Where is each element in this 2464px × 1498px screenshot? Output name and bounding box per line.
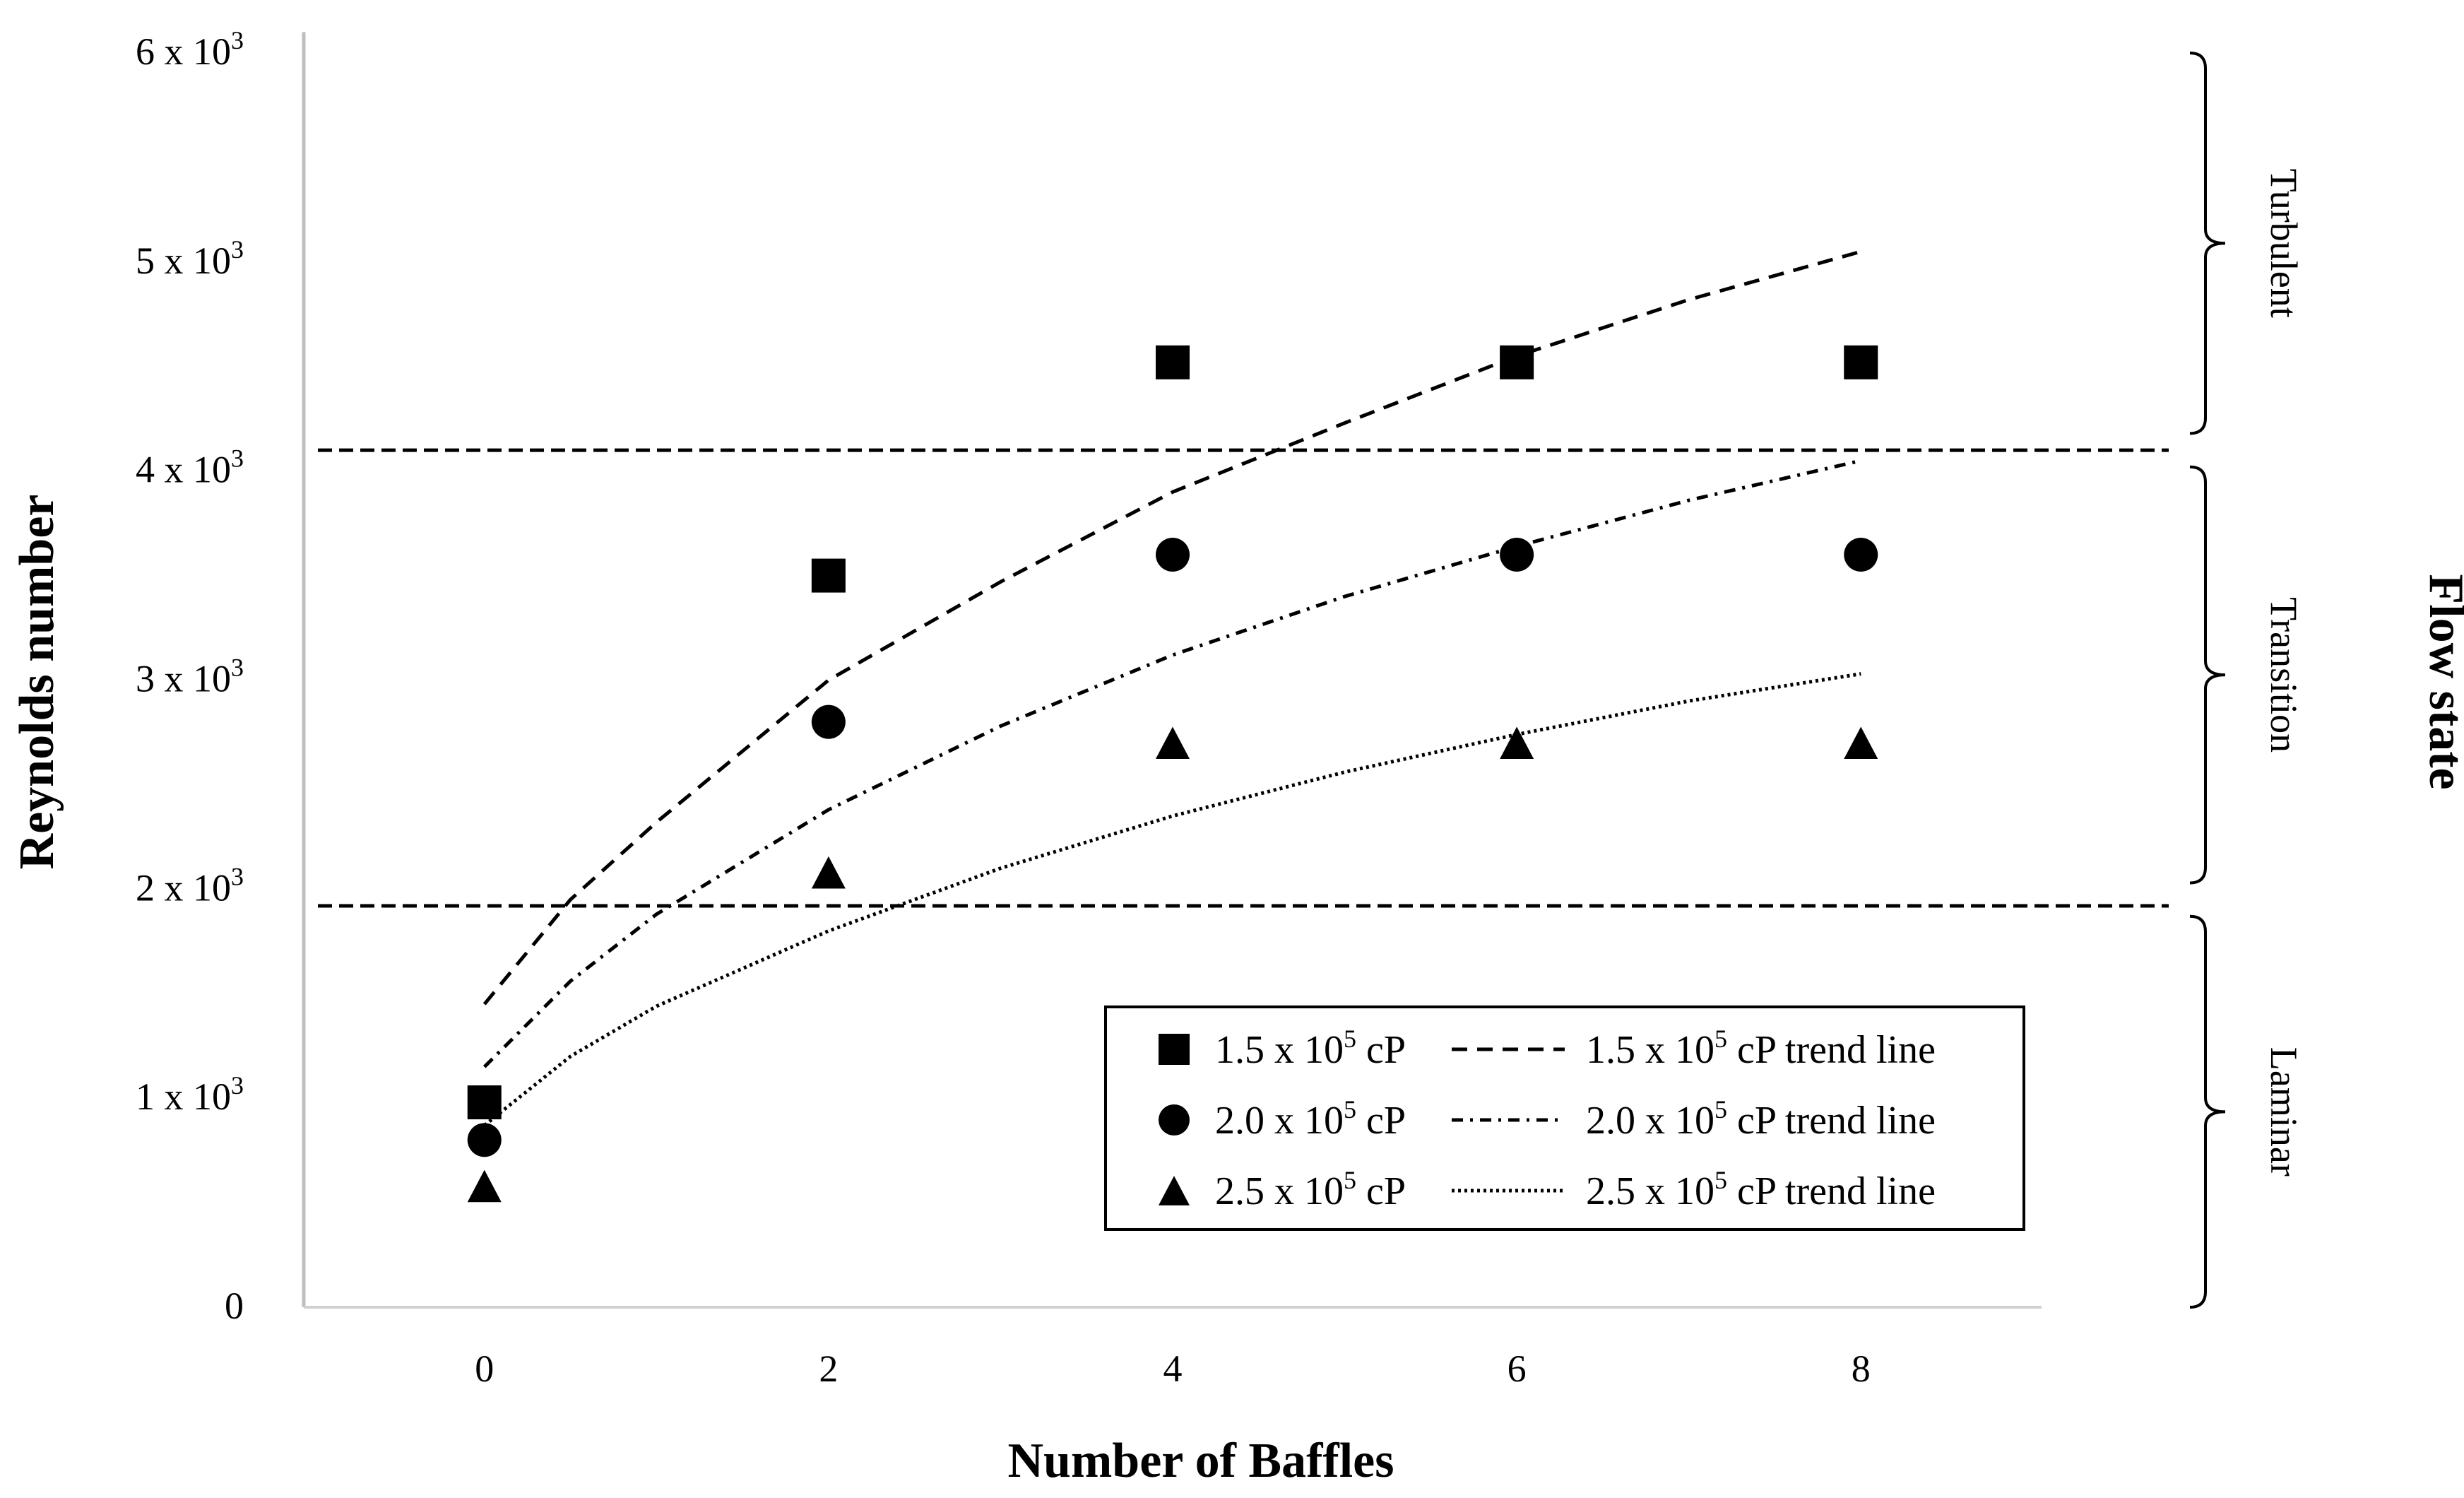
trend-lines — [482, 249, 1861, 1127]
zone-label: Laminar — [2263, 1047, 2305, 1176]
data-point-circle — [1156, 538, 1190, 572]
y-tick-label: 2 x 103 — [136, 862, 244, 909]
y-tick-label: 4 x 103 — [136, 444, 244, 491]
data-point-triangle — [1844, 726, 1878, 760]
data-point-triangle — [1500, 726, 1534, 760]
data-point-square — [467, 1085, 502, 1120]
legend-trend-label: 2.0 x 105 cP trend line — [1586, 1095, 1936, 1143]
y-tick-labels: 0 1 x 103 2 x 103 3 x 103 4 x 103 5 x 103 6 x … — [136, 26, 244, 1327]
data-point-triangle — [1156, 726, 1190, 760]
y-tick-label: 5 x 103 — [136, 235, 244, 282]
x-tick-label: 0 — [475, 1347, 494, 1390]
data-point-square — [1156, 345, 1190, 379]
legend-box — [1104, 1005, 2025, 1231]
x-tick-label: 8 — [1852, 1347, 1871, 1390]
trend-line-triangle — [483, 672, 1861, 1127]
zone-label: Turbulent — [2263, 169, 2305, 318]
zone-label: Transition — [2263, 597, 2305, 753]
x-axis-title: Number of Baffles — [1008, 1434, 1394, 1488]
x-tick-label: 4 — [1163, 1347, 1183, 1390]
data-point-square — [1500, 345, 1534, 379]
zone-brace — [2189, 52, 2226, 435]
x-tick-label: 6 — [1508, 1347, 1527, 1390]
flow-state-title: Flow state — [2419, 574, 2464, 789]
zone-brace — [2189, 465, 2226, 885]
data-point-circle — [811, 704, 846, 739]
legend-trend-label: 1.5 x 105 cP trend line — [1586, 1025, 1936, 1072]
data-point-circle — [467, 1123, 502, 1157]
y-tick-label: 3 x 103 — [136, 654, 244, 700]
legend-series-label: 2.5 x 105 cP — [1215, 1166, 1406, 1213]
flow-thresholds — [318, 448, 2169, 908]
data-markers — [467, 345, 1878, 1203]
legend-marker-triangle — [1159, 1176, 1190, 1205]
legend-series-label: 1.5 x 105 cP — [1215, 1025, 1406, 1072]
data-point-square — [1844, 345, 1878, 379]
trend-line-square — [482, 249, 1861, 1005]
y-tick-label: 6 x 103 — [136, 26, 244, 73]
data-point-circle — [1844, 538, 1878, 572]
legend-marker-circle — [1159, 1104, 1190, 1136]
legend-trend-label: 2.5 x 105 cP trend line — [1586, 1166, 1936, 1213]
legend-series-label: 2.0 x 105 cP — [1215, 1095, 1406, 1143]
y-tick-label: 0 — [225, 1285, 244, 1327]
trend-line-circle — [482, 459, 1861, 1068]
flow-zones: Turbulent Transition Laminar — [2189, 52, 2305, 1309]
zone-brace — [2189, 914, 2226, 1309]
data-point-circle — [1500, 538, 1534, 572]
data-point-square — [811, 558, 846, 593]
data-point-triangle — [467, 1169, 502, 1203]
y-axis-title: Reynolds number — [10, 495, 64, 870]
data-point-triangle — [811, 856, 846, 889]
x-tick-label: 2 — [819, 1347, 838, 1390]
legend-marker-square — [1159, 1034, 1190, 1065]
legend-items: 1.5 x 105 cP 1.5 x 105 cP trend line 2.0 x… — [1159, 1025, 1936, 1213]
legend: 1.5 x 105 cP 1.5 x 105 cP trend line 2.0 x… — [1104, 1005, 2025, 1231]
y-tick-label: 1 x 103 — [136, 1071, 244, 1118]
x-tick-labels: 0 2 4 6 8 — [475, 1347, 1871, 1390]
